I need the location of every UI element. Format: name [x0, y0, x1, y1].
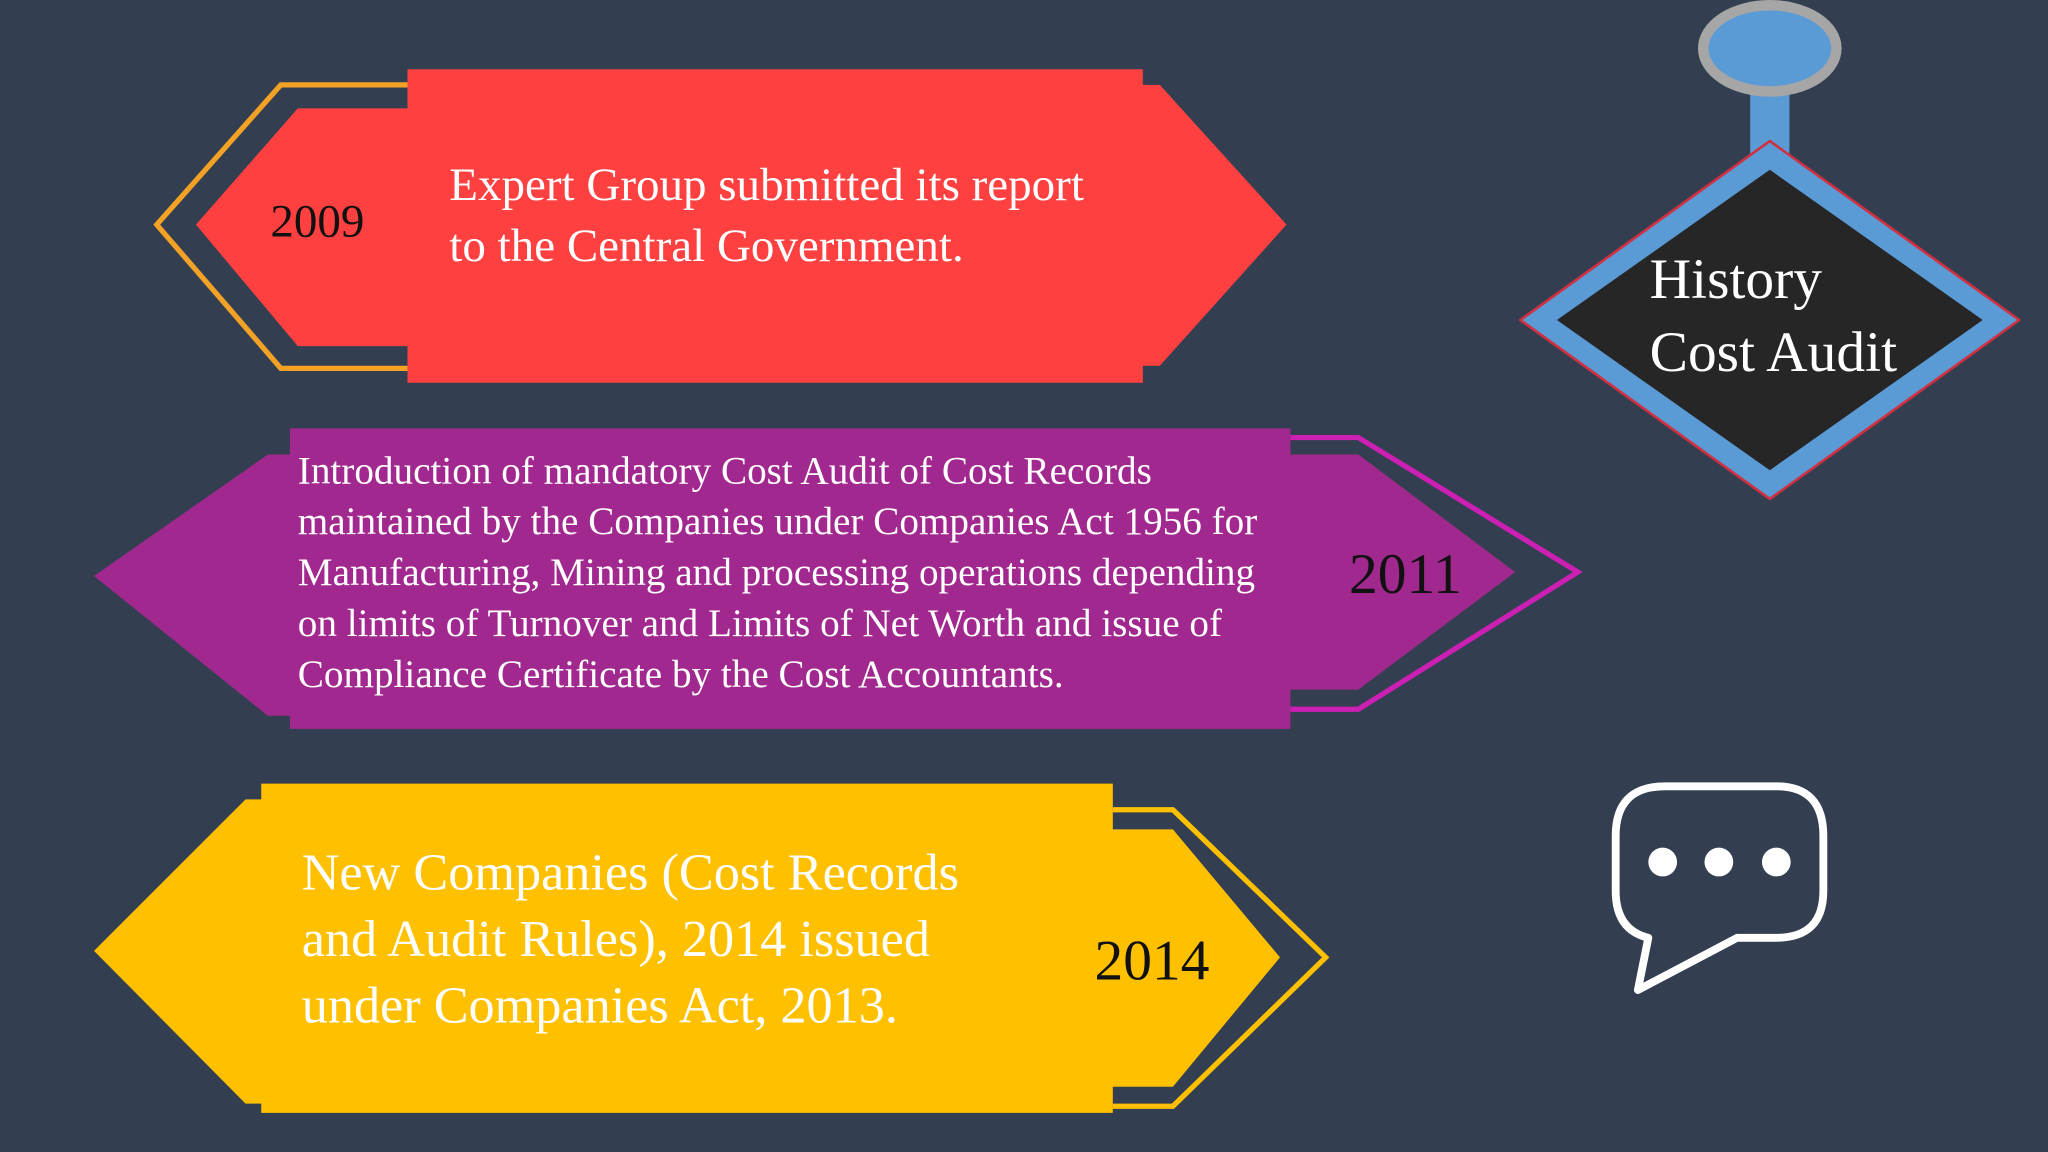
year: 2011	[1349, 543, 1462, 606]
text-line: New Companies (Cost Records	[302, 843, 959, 901]
text-line: and Audit Rules), 2014 issued	[302, 910, 930, 968]
badge-title: History	[1650, 248, 1823, 311]
text-line: Manufacturing, Mining and processing ope…	[298, 551, 1255, 594]
text-line: Expert Group submitted its report	[449, 159, 1084, 211]
badge-title: Cost Audit	[1650, 321, 1897, 384]
chat-dot	[1704, 847, 1734, 877]
banner	[94, 783, 1281, 1113]
text-line: Compliance Certificate by the Cost Accou…	[298, 653, 1064, 696]
banner	[195, 69, 1287, 383]
chat-dot	[1761, 847, 1791, 877]
text-line: under Companies Act, 2013.	[302, 977, 898, 1035]
banner	[94, 428, 1516, 729]
chat-dot	[1648, 847, 1678, 877]
text-line: maintained by the Companies under Compan…	[298, 500, 1258, 543]
text-line: to the Central Government.	[449, 220, 963, 272]
year: 2009	[270, 195, 364, 247]
chat-icon	[1611, 782, 1828, 994]
text-line: on limits of Turnover and Limits of Net …	[298, 602, 1223, 645]
badge-knob	[1697, 0, 1842, 97]
outline	[1112, 807, 1330, 1109]
badge-body	[1556, 169, 1983, 471]
outline	[153, 82, 408, 371]
year: 2014	[1095, 930, 1210, 993]
outline	[1290, 434, 1583, 712]
text-line: Introduction of mandatory Cost Audit of …	[298, 449, 1152, 492]
